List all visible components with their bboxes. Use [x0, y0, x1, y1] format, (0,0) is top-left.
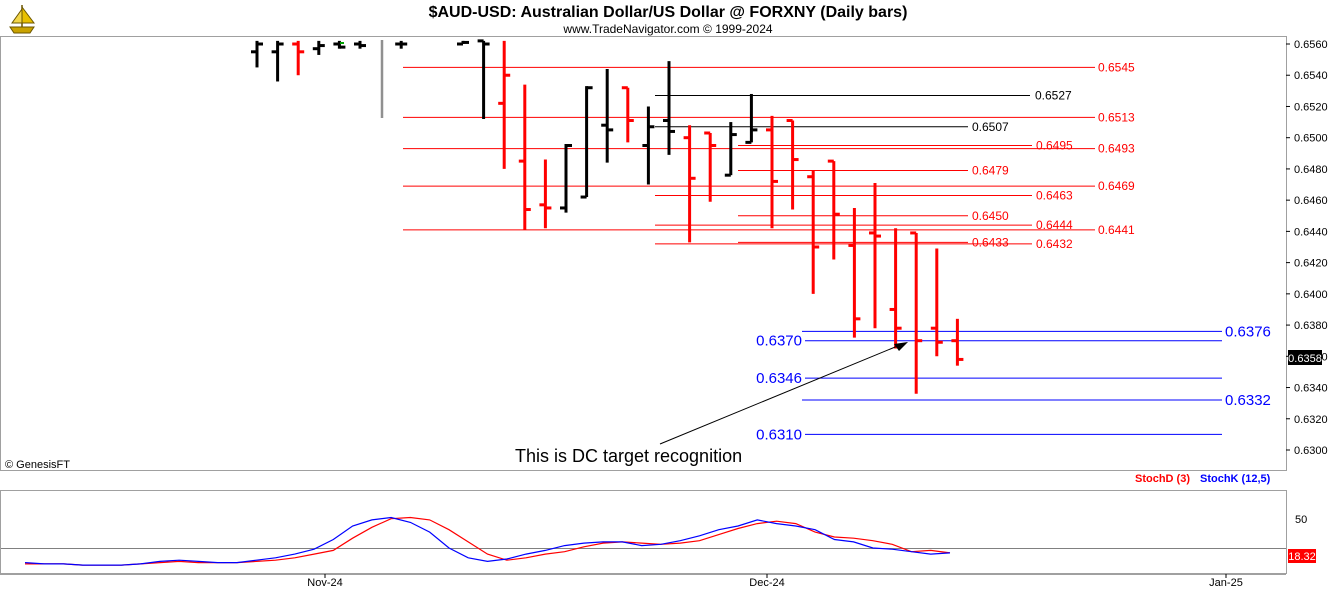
ohlc-bar: [251, 40, 263, 68]
price-tick-label: 0.6400: [1294, 289, 1328, 301]
annotation-arrow-line: [659, 344, 901, 445]
copyright-text: © GenesisFT: [5, 459, 70, 471]
price-bars: [251, 39, 964, 394]
ship-logo-icon: [9, 5, 35, 34]
level-label: 0.6310: [756, 426, 802, 443]
ohlc-bar: [869, 182, 881, 329]
stoch-series-line: [25, 516, 951, 566]
level-label: 0.6527: [1035, 89, 1072, 103]
annotation-text: This is DC target recognition: [515, 446, 742, 466]
price-tick-label: 0.6460: [1294, 195, 1328, 207]
price-tick-label: 0.6520: [1294, 101, 1328, 113]
ohlc-bar: [683, 125, 696, 243]
ohlc-bar: [642, 106, 655, 185]
ohlc-bar: [601, 68, 614, 163]
price-panel-frame: [0, 36, 1287, 471]
price-tick-label: 0.6480: [1294, 164, 1328, 176]
stoch-last-value: 18.32: [1288, 551, 1316, 563]
ohlc-bar: [807, 170, 820, 294]
ohlc-bar: [663, 61, 675, 155]
ohlc-bar: [889, 228, 902, 349]
ohlc-bar: [312, 40, 325, 55]
annotation-arrow-head: [894, 342, 908, 351]
ohlc-bar: [580, 86, 593, 199]
ohlc-bar: [786, 119, 799, 210]
level-label: 0.6433: [972, 235, 1009, 249]
stochastic-panel: [24, 516, 951, 566]
level-label: 0.6495: [1036, 139, 1073, 153]
level-label: 0.6450: [972, 209, 1009, 223]
stoch-series-line: [24, 516, 951, 566]
level-label: 0.6346: [756, 370, 802, 387]
ohlc-bar: [477, 39, 490, 119]
price-levels: 0.6545 0.6527 0.6513 0.6507 0.6495 0.6493 0.64…: [403, 60, 1271, 443]
level-label: 0.6463: [1036, 188, 1073, 202]
level-label: 0.6469: [1098, 179, 1135, 193]
stoch-tick-50: 50: [1295, 514, 1307, 526]
legend-stochd: StochD (3): [1135, 473, 1190, 485]
price-tick-label: 0.6380: [1294, 320, 1328, 332]
date-tick-label: Jan-25: [1209, 577, 1243, 589]
price-tick-label: 0.6340: [1294, 383, 1328, 395]
last-price-value: 0.6358: [1288, 353, 1322, 365]
ohlc-bar: [910, 231, 923, 394]
price-tick-label: 0.6420: [1294, 258, 1328, 270]
price-tick-label: 0.6500: [1294, 133, 1328, 145]
level-label: 0.6441: [1098, 223, 1135, 237]
chart-subtitle: www.TradeNavigator.com © 1999-2024: [562, 22, 772, 36]
ohlc-bar: [457, 40, 469, 46]
ohlc-bar: [333, 40, 346, 49]
ohlc-bar: [766, 115, 778, 229]
price-tick-label: 0.6560: [1294, 39, 1328, 51]
ohlc-bar: [621, 86, 634, 143]
ohlc-bar: [518, 84, 531, 230]
annotation: This is DC target recognition: [515, 342, 908, 466]
price-tick-label: 0.6540: [1294, 70, 1328, 82]
level-label: 0.6376: [1225, 323, 1271, 340]
level-label: 0.6493: [1098, 142, 1135, 156]
date-tick-label: Nov-24: [307, 577, 342, 589]
price-axis: 0.6560 0.6540 0.6520 0.6500 0.6480 0.6460 0.64…: [1286, 39, 1328, 457]
ohlc-bar: [292, 40, 305, 76]
ohlc-bar: [848, 207, 861, 338]
date-tick-label: Dec-24: [749, 577, 784, 589]
ohlc-bar: [827, 159, 840, 260]
ohlc-bar: [271, 40, 284, 82]
ohlc-bar: [724, 122, 737, 177]
level-label: 0.6432: [1036, 237, 1073, 251]
ohlc-bar: [539, 159, 552, 229]
level-label: 0.6545: [1098, 60, 1135, 74]
level-label: 0.6444: [1036, 218, 1073, 232]
ohlc-bar: [498, 40, 511, 169]
price-tick-label: 0.6440: [1294, 226, 1328, 238]
ohlc-bar: [951, 318, 964, 366]
ohlc-bar: [704, 131, 717, 202]
ohlc-bar: [745, 93, 758, 144]
level-label: 0.6507: [972, 120, 1009, 134]
level-label: 0.6479: [972, 163, 1009, 177]
chart-title: $AUD-USD: Australian Dollar/US Dollar @ …: [429, 4, 908, 21]
price-tick-label: 0.6320: [1294, 414, 1328, 426]
ohlc-bar: [395, 40, 408, 49]
ohlc-bar: [354, 40, 366, 49]
indicator-panel-frame: [0, 490, 1287, 574]
last-price-badge: 0.6358: [1288, 350, 1322, 365]
level-label: 0.6370: [756, 333, 802, 350]
legend-stochk: StochK (12,5): [1200, 473, 1271, 485]
stoch-last-badge: 18.32: [1288, 549, 1316, 563]
ohlc-bar: [560, 143, 572, 213]
ohlc-bar: [930, 248, 943, 357]
date-axis: Nov-24 Dec-24 Jan-25: [307, 574, 1243, 589]
price-tick-label: 0.6300: [1294, 445, 1328, 457]
level-label: 0.6332: [1225, 392, 1271, 409]
level-label: 0.6513: [1098, 110, 1135, 124]
chart-header: $AUD-USD: Australian Dollar/US Dollar @ …: [9, 4, 908, 36]
